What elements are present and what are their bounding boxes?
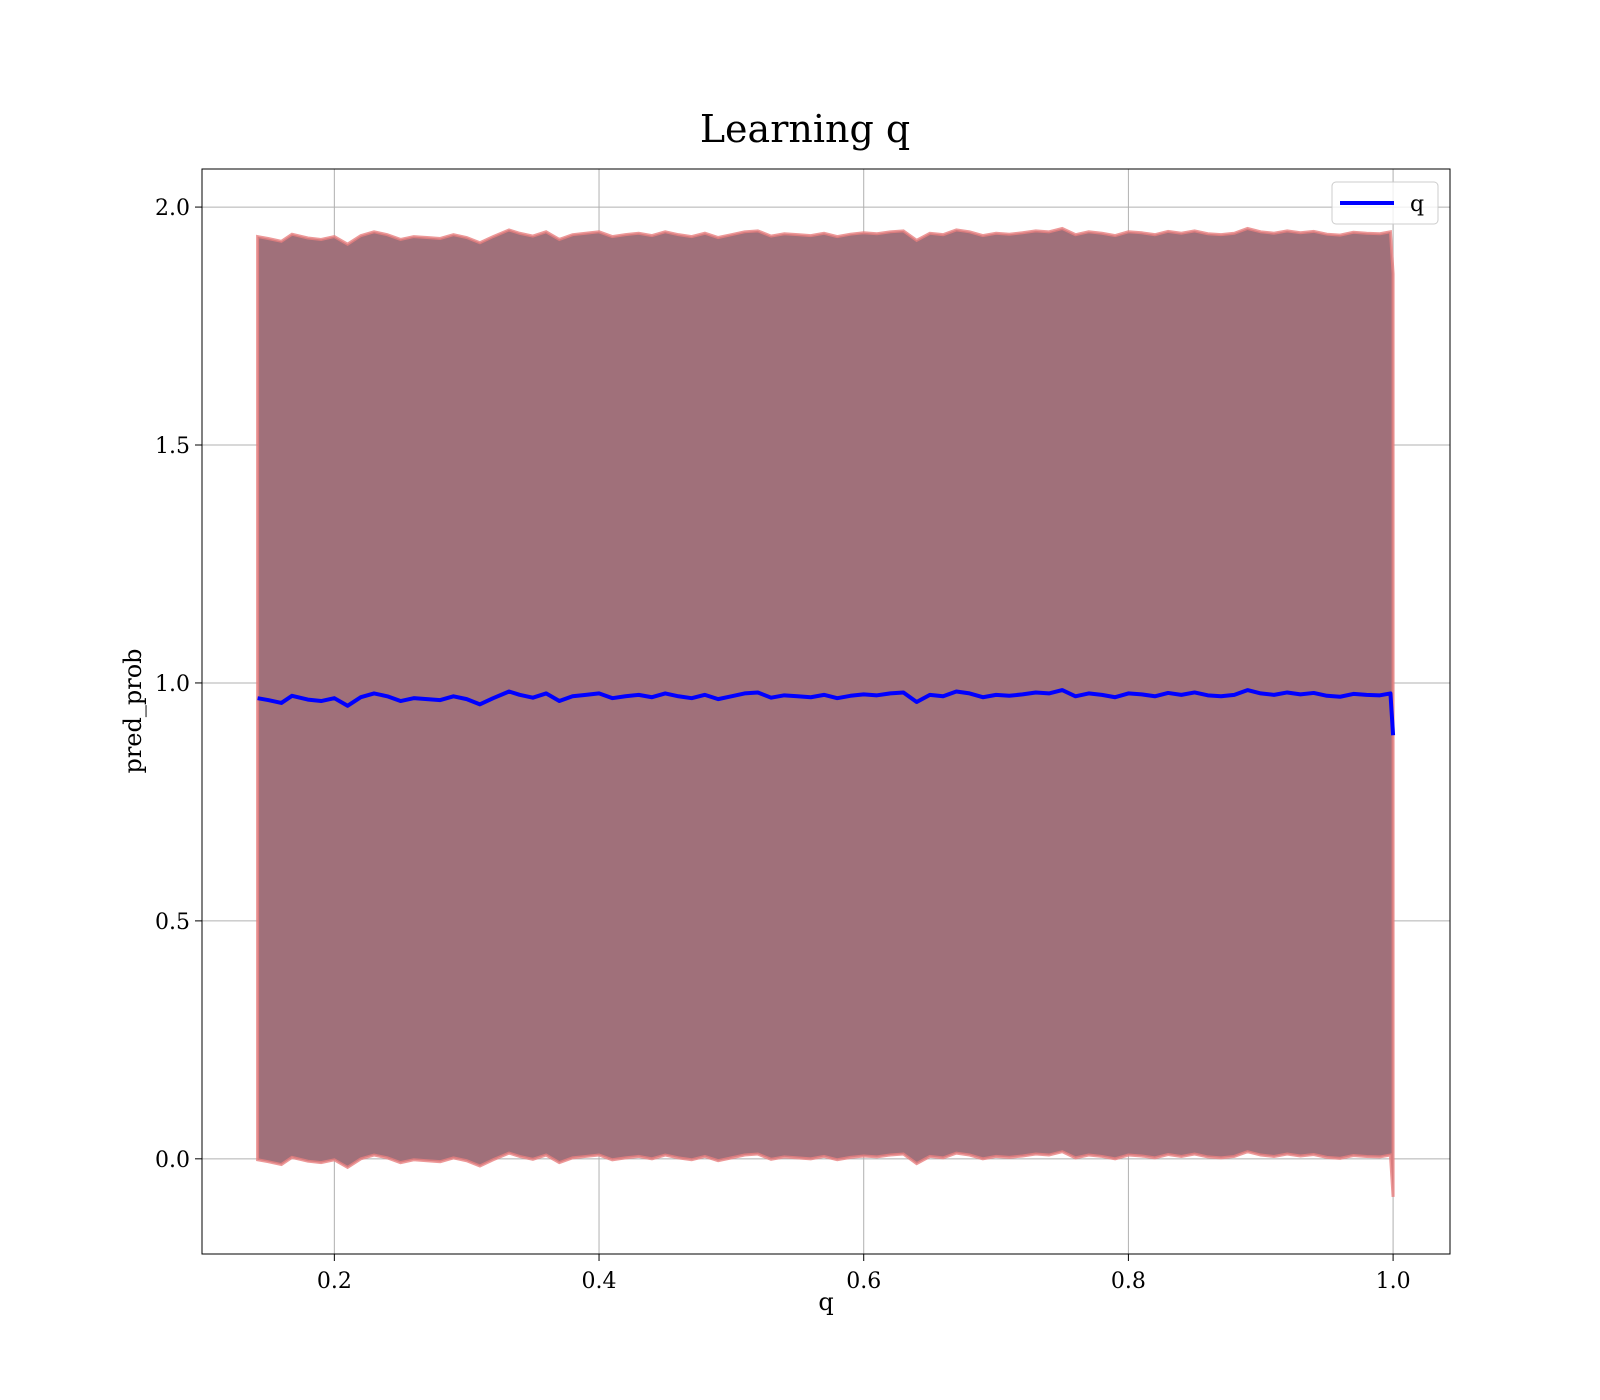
chart-title: Learning q [700, 107, 910, 151]
band-area [256, 226, 1395, 1197]
y-tick-label: 2.0 [155, 196, 190, 221]
x-tick-label: 0.6 [846, 1269, 881, 1294]
x-axis-ticks: 0.2 0.4 0.6 0.8 1.0 [317, 1254, 1411, 1294]
legend-label-q: q [1410, 192, 1424, 217]
x-tick-label: 1.0 [1376, 1269, 1411, 1294]
legend: q [1331, 181, 1439, 225]
y-axis-ticks: 0.0 0.5 1.0 1.5 2.0 [155, 196, 202, 1173]
series-lines [257, 688, 1396, 736]
y-tick-label: 1.0 [155, 672, 190, 697]
y-axis-label: pred_prob [119, 648, 147, 773]
confidence-band [256, 226, 1395, 1197]
y-tick-label: 1.5 [155, 434, 190, 459]
x-tick-label: 0.4 [582, 1269, 617, 1294]
x-tick-label: 0.2 [317, 1269, 352, 1294]
series-line-q [257, 688, 1396, 736]
y-tick-label: 0.0 [155, 1148, 190, 1173]
x-tick-label: 0.8 [1111, 1269, 1146, 1294]
x-axis-label: q [818, 1288, 833, 1316]
y-tick-label: 0.5 [155, 910, 190, 935]
plot-frame [201, 168, 1451, 1255]
